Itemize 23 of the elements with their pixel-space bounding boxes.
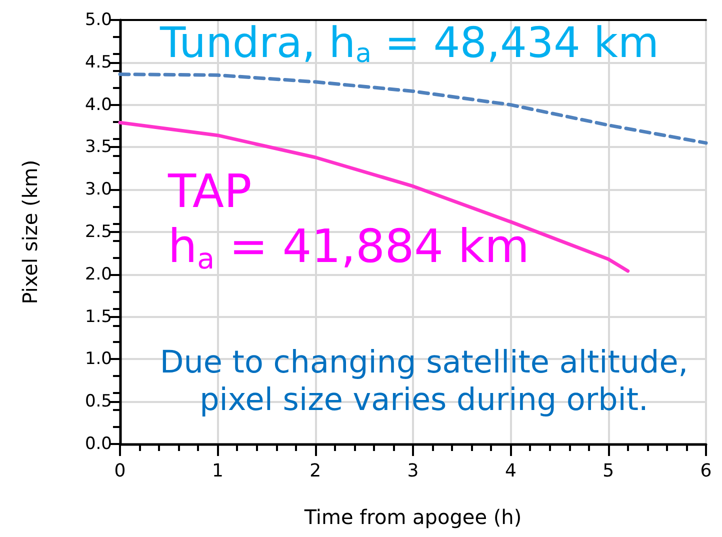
y-tick-label: 1.0	[84, 349, 112, 370]
y-tick-label: 5.0	[84, 10, 112, 30]
y-tick-label: 2.0	[84, 264, 112, 284]
x-tick-label: 0	[114, 460, 126, 482]
annotation: Due to changing satellite altitude, pixel size varies during orbit.	[160, 344, 688, 418]
x-tick-label: 4	[504, 460, 516, 482]
x-tick-label: 5	[602, 460, 614, 482]
x-tick-label: 2	[310, 460, 322, 482]
y-tick-label: 4.0	[84, 94, 112, 115]
y-tick-label: 0.5	[84, 392, 112, 412]
y-tick-label: 3.5	[84, 137, 112, 158]
y-tick-label: 1.5	[84, 306, 112, 327]
y-tick-label: 4.5	[84, 52, 112, 72]
line-series	[118, 72, 708, 145]
y-tick-label: 0.0	[84, 434, 112, 454]
x-tick-label: 6	[700, 460, 712, 482]
y-tick-label: 2.5	[84, 222, 112, 242]
y-axis-title: Pixel size (km)	[18, 160, 42, 304]
x-tick-label: 1	[212, 460, 224, 482]
line-series	[118, 120, 630, 273]
y-tick-label: 3.0	[84, 180, 112, 200]
x-tick-label: 3	[407, 460, 419, 482]
x-axis-title: Time from apogee (h)	[303, 505, 522, 529]
